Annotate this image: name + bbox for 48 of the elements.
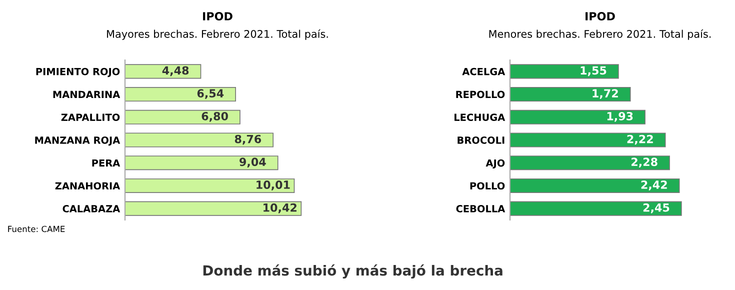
data-label: 1,55 — [580, 66, 606, 76]
bar — [125, 110, 240, 124]
y-tick-label: CEBOLLA — [456, 205, 506, 212]
bar — [510, 201, 682, 216]
data-label: 2,42 — [641, 180, 667, 190]
y-tick-label: ACELGA — [462, 68, 506, 76]
y-tick-label: REPOLLO — [456, 90, 505, 98]
bar — [510, 64, 619, 79]
text: Donde más subió y más bajó la brecha — [203, 264, 502, 278]
bar — [125, 132, 274, 148]
y-tick-label: ZANAHORIA — [55, 182, 120, 190]
y-tick-label: ZAPALLITO — [61, 114, 120, 121]
data-label: 10,01 — [256, 180, 290, 190]
data-label: 2,22 — [627, 134, 653, 145]
chart-title: IPOD — [203, 12, 232, 20]
data-label: 6,80 — [202, 112, 228, 122]
chart-subtitle: Menores brechas. Febrero 2021. Total país. — [489, 29, 711, 40]
data-label: 1,93 — [607, 112, 633, 122]
y-tick-label: PIMIENTO ROJO — [36, 68, 120, 78]
bar — [125, 156, 278, 170]
bar — [125, 87, 236, 102]
bar — [510, 156, 670, 170]
chart-title: IPOD — [586, 12, 615, 20]
data-label: 2,45 — [643, 203, 670, 214]
chart-subtitle: Mayores brechas. Febrero 2021. Total país. — [107, 29, 328, 40]
data-label: 1,72 — [592, 89, 618, 99]
y-tick-label: AJO — [486, 159, 505, 168]
data-label: 8,76 — [234, 134, 262, 145]
y-tick-label: POLLO — [470, 182, 505, 190]
data-label: 9,04 — [240, 158, 266, 168]
data-label: 2,28 — [632, 158, 658, 168]
bar — [510, 178, 680, 193]
y-tick-label: BROCOLI — [458, 136, 504, 144]
y-tick-label: MANZANA ROJA — [35, 136, 120, 146]
data-label: 4,48 — [162, 66, 189, 76]
y-tick-label: PERA — [92, 159, 120, 167]
bar — [510, 87, 631, 102]
bar — [510, 110, 646, 124]
y-tick-label: LECHUGA — [454, 114, 506, 121]
data-label: 6,54 — [197, 89, 224, 99]
y-tick-label: MANDARINA — [53, 90, 120, 98]
y-tick-label: CALABAZA — [62, 205, 120, 212]
source-note: Fuente: CAME — [8, 226, 65, 232]
bar — [125, 64, 202, 79]
data-label: 10,42 — [264, 203, 296, 214]
bar — [125, 201, 302, 216]
bar — [125, 178, 295, 193]
bar — [510, 132, 666, 148]
